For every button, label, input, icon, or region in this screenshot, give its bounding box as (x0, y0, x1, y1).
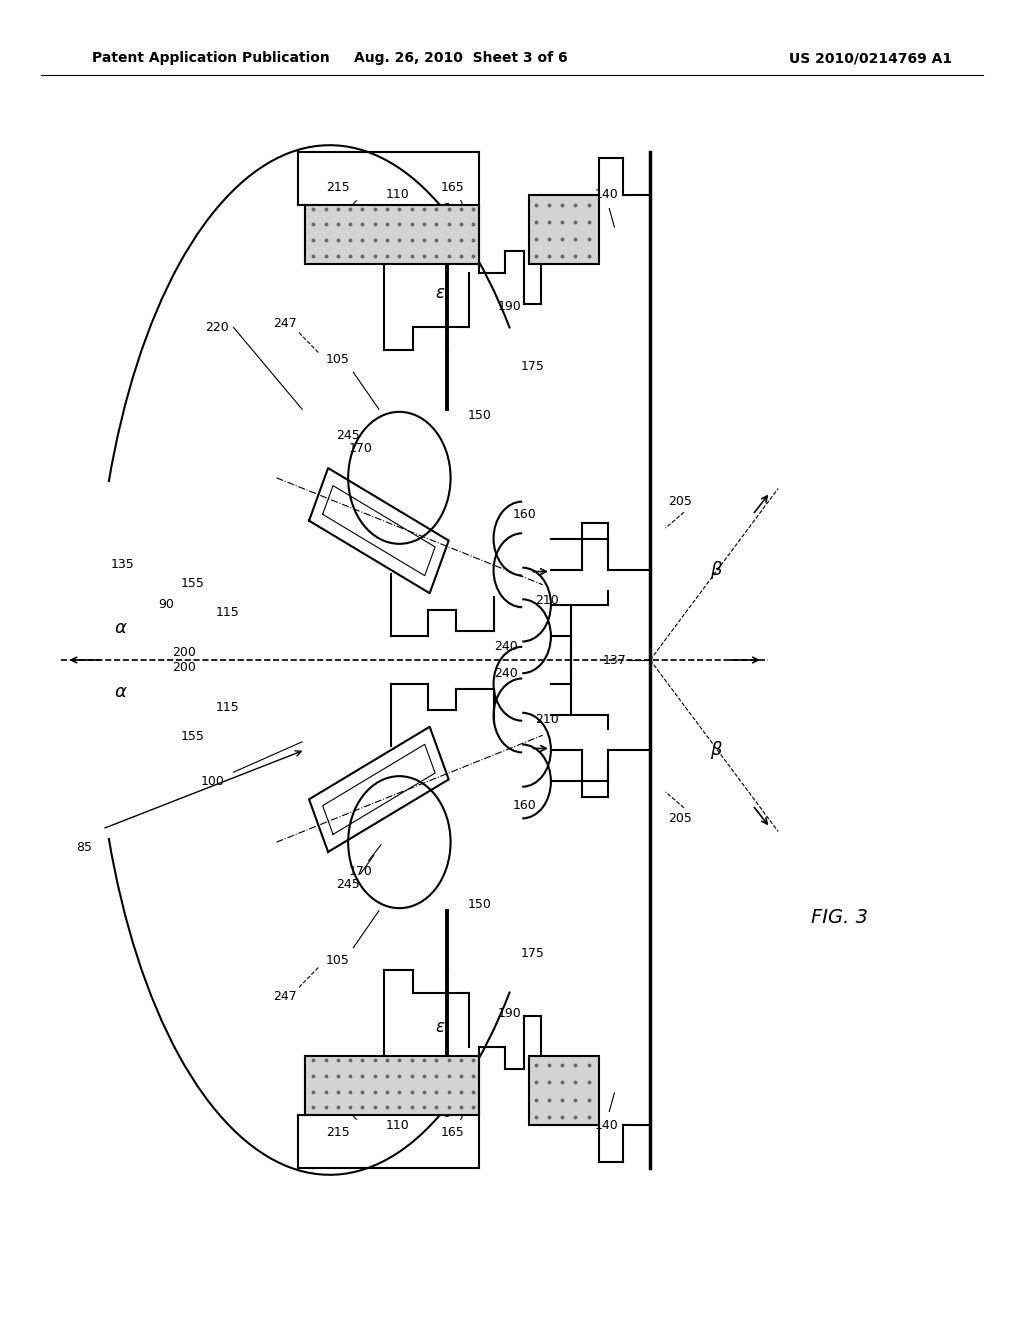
Text: 110: 110 (385, 187, 410, 201)
Text: 210: 210 (535, 594, 559, 607)
Text: 200: 200 (172, 661, 197, 675)
Text: 247: 247 (272, 317, 297, 330)
Text: 190: 190 (498, 1007, 522, 1020)
Text: 215: 215 (326, 181, 350, 194)
Text: 115: 115 (215, 606, 240, 619)
Text: 245: 245 (336, 429, 360, 442)
Bar (305, 1056, 479, 1115)
Text: 240: 240 (494, 667, 518, 680)
Text: 205: 205 (668, 812, 692, 825)
Bar (305, 205, 479, 264)
Text: 245: 245 (336, 878, 360, 891)
Text: 220: 220 (205, 321, 229, 334)
Text: 170: 170 (348, 865, 373, 878)
Text: 137: 137 (602, 653, 627, 667)
Text: 90: 90 (158, 598, 174, 611)
Text: $\alpha$: $\alpha$ (114, 682, 128, 701)
Text: Aug. 26, 2010  Sheet 3 of 6: Aug. 26, 2010 Sheet 3 of 6 (354, 51, 567, 65)
Text: $\alpha$: $\alpha$ (114, 619, 128, 638)
Text: 175: 175 (520, 360, 545, 374)
Text: $\beta$: $\beta$ (711, 560, 723, 581)
Text: US 2010/0214769 A1: US 2010/0214769 A1 (788, 51, 952, 65)
Text: 105: 105 (326, 352, 350, 366)
Text: 170: 170 (348, 442, 373, 455)
Text: 190: 190 (498, 300, 522, 313)
Text: 210: 210 (535, 713, 559, 726)
Text: $\beta$: $\beta$ (711, 739, 723, 760)
Text: 100: 100 (201, 775, 225, 788)
Text: 145: 145 (549, 1102, 573, 1115)
Text: 115: 115 (215, 701, 240, 714)
Text: FIG. 3: FIG. 3 (811, 908, 868, 927)
Text: 155: 155 (180, 730, 205, 743)
Bar (529, 1056, 599, 1125)
Text: 150: 150 (467, 409, 492, 422)
Text: Patent Application Publication: Patent Application Publication (92, 51, 330, 65)
Text: 160: 160 (512, 799, 537, 812)
Text: 85: 85 (76, 841, 92, 854)
Text: 165: 165 (440, 181, 465, 194)
Text: $\varepsilon$: $\varepsilon$ (435, 284, 445, 302)
Bar (529, 195, 599, 264)
Text: 160: 160 (512, 508, 537, 521)
Text: 200: 200 (172, 645, 197, 659)
Text: 175: 175 (520, 946, 545, 960)
Text: 205: 205 (668, 495, 692, 508)
Text: 140: 140 (594, 187, 618, 201)
Text: 150: 150 (467, 898, 492, 911)
Text: 140: 140 (594, 1119, 618, 1133)
Text: 145: 145 (549, 205, 573, 218)
Text: 135: 135 (111, 558, 135, 572)
Text: $\varepsilon$: $\varepsilon$ (435, 1018, 445, 1036)
Text: 215: 215 (326, 1126, 350, 1139)
Text: 105: 105 (326, 954, 350, 968)
Text: 155: 155 (180, 577, 205, 590)
Text: 247: 247 (272, 990, 297, 1003)
Text: 240: 240 (494, 640, 518, 653)
Text: 110: 110 (385, 1119, 410, 1133)
Text: 165: 165 (440, 1126, 465, 1139)
